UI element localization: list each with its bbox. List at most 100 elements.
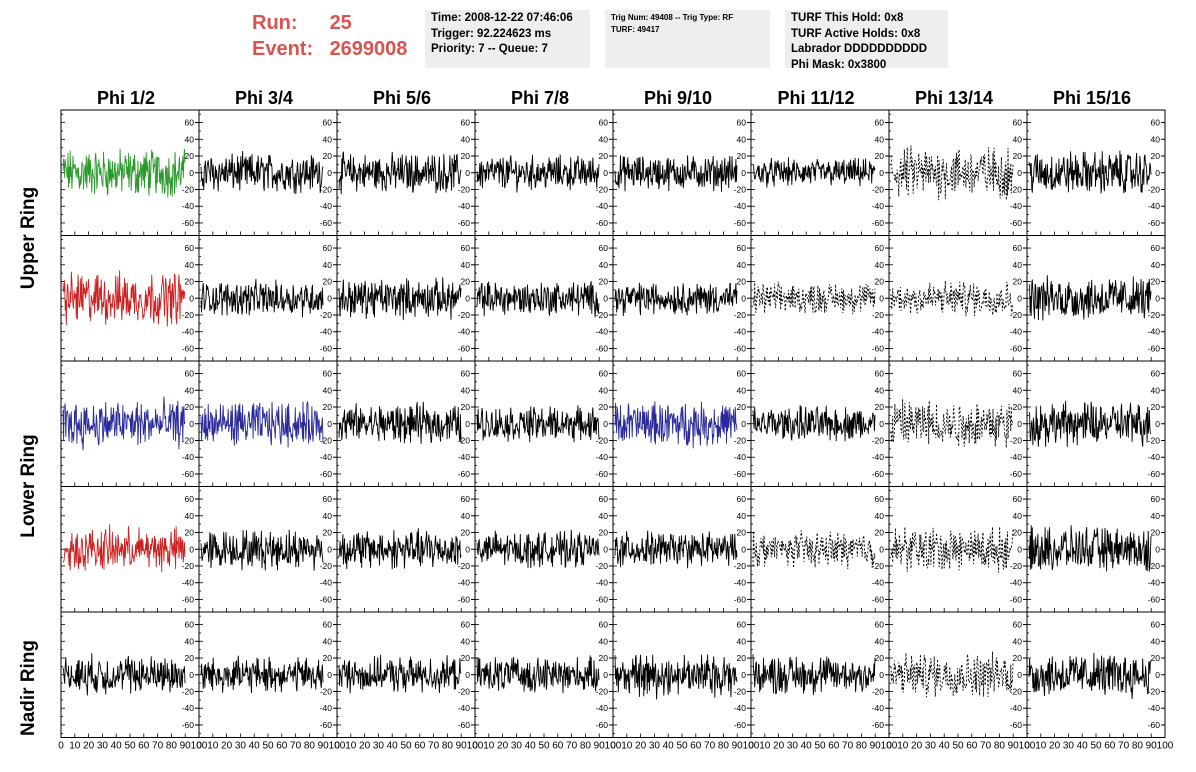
y-tick-label: 60 <box>599 369 609 379</box>
y-tick-label: -20 <box>320 561 333 571</box>
waveform-trace <box>200 655 324 694</box>
y-tick-label: 0 <box>465 670 470 680</box>
y-tick-label: 0 <box>465 419 470 429</box>
waveform-panel: -60 -40 -20 0 20 40 60 <box>750 360 890 487</box>
event-label: Event: <box>252 38 314 60</box>
waveform-trace <box>476 154 600 193</box>
y-tick-label: -20 <box>320 435 333 445</box>
y-tick-label: 40 <box>1151 511 1161 521</box>
y-tick-label: -20 <box>182 435 195 445</box>
x-tick-label: 40 <box>939 741 951 752</box>
y-tick-label: 20 <box>461 653 471 663</box>
y-tick-label: -60 <box>458 218 471 228</box>
x-tick-label: 0 <box>58 741 64 752</box>
y-tick-label: 60 <box>461 243 471 253</box>
waveform-trace <box>200 529 324 571</box>
y-tick-label: -60 <box>596 343 609 353</box>
y-tick-label: 0 <box>1155 544 1160 554</box>
waveform-trace <box>890 145 1014 201</box>
waveform-trace <box>1028 400 1152 447</box>
x-tick-label: 80 <box>580 741 592 752</box>
y-tick-label: -60 <box>320 469 333 479</box>
y-tick-label: -20 <box>458 184 471 194</box>
y-tick-label: 60 <box>185 620 195 630</box>
phi-label-9-10: Phi 9/10 <box>643 88 713 108</box>
y-tick-label: -40 <box>596 703 609 713</box>
x-tick-label: 10 <box>207 741 219 752</box>
y-tick-label: 40 <box>599 134 609 144</box>
y-tick-label: 20 <box>461 528 471 538</box>
waveform-panel: -60 -40 -20 0 20 40 60 <box>474 486 614 613</box>
y-tick-label: -20 <box>734 184 747 194</box>
x-tick-label: 30 <box>787 741 799 752</box>
phi-label-5-6: Phi 5/6 <box>372 88 432 108</box>
x-tick-label: 40 <box>249 741 261 752</box>
waveform-panel: -60 -40 -20 0 20 40 60 <box>750 235 890 362</box>
y-tick-label: -40 <box>734 201 747 211</box>
y-tick-label: -60 <box>458 469 471 479</box>
y-tick-label: -60 <box>1010 343 1023 353</box>
waveform-panel: -60 -40 -20 0 20 40 60 <box>60 360 200 487</box>
x-tick-label: 40 <box>111 741 123 752</box>
x-tick-label: 90 <box>318 741 330 752</box>
y-tick-label: 60 <box>1151 369 1161 379</box>
x-tick-label: 50 <box>814 741 826 752</box>
waveform-panel: -60 -40 -20 0 20 40 60 <box>474 235 614 362</box>
y-tick-label: 0 <box>603 293 608 303</box>
y-tick-label: -40 <box>182 703 195 713</box>
x-tick-label: 0 <box>196 741 202 752</box>
x-tick-label: 10 <box>621 741 633 752</box>
y-tick-label: 60 <box>875 620 885 630</box>
x-tick-label: 20 <box>497 741 509 752</box>
x-tick-label: 40 <box>1077 741 1089 752</box>
y-tick-label: 20 <box>185 402 195 412</box>
y-tick-label: -20 <box>1148 686 1161 696</box>
waveform-panel: -60 -40 -20 0 20 40 60 <box>336 486 476 613</box>
y-tick-label: 0 <box>189 670 194 680</box>
x-tick-label: 50 <box>262 741 274 752</box>
y-tick-label: -60 <box>1148 594 1161 604</box>
y-tick-label: 20 <box>461 151 471 161</box>
waveform-trace <box>614 654 738 700</box>
x-tick-label: 50 <box>400 741 412 752</box>
y-tick-label: -60 <box>734 218 747 228</box>
x-tick-label: 90 <box>1146 741 1158 752</box>
y-tick-label: 40 <box>461 385 471 395</box>
x-tick-label: 80 <box>166 741 178 752</box>
y-tick-label: -60 <box>1148 469 1161 479</box>
x-tick-label: 40 <box>663 741 675 752</box>
y-tick-label: 0 <box>327 293 332 303</box>
y-tick-label: -20 <box>1010 686 1023 696</box>
event-row: Event: 2699008 <box>252 36 407 62</box>
y-tick-label: 60 <box>461 620 471 630</box>
y-tick-label: -60 <box>596 594 609 604</box>
y-tick-label: 20 <box>875 653 885 663</box>
y-tick-label: -20 <box>596 561 609 571</box>
waveform-trace <box>614 401 738 449</box>
y-tick-label: -40 <box>182 578 195 588</box>
y-tick-label: 0 <box>189 293 194 303</box>
x-tick-label: 70 <box>980 741 992 752</box>
x-tick-label: 90 <box>180 741 192 752</box>
y-tick-label: 0 <box>1155 168 1160 178</box>
x-tick-label: 100 <box>1157 741 1174 752</box>
y-tick-label: -20 <box>1148 435 1161 445</box>
x-tick-label: 20 <box>359 741 371 752</box>
x-tick-label: 20 <box>83 741 95 752</box>
waveform-panel: -60 -40 -20 0 20 40 60 <box>1026 109 1166 236</box>
x-tick-label: 0 <box>748 741 754 752</box>
y-tick-label: -20 <box>734 561 747 571</box>
x-tick-label: 50 <box>538 741 550 752</box>
y-tick-label: -40 <box>458 452 471 462</box>
y-tick-label: 60 <box>1013 243 1023 253</box>
y-tick-label: -40 <box>458 327 471 337</box>
waveform-panel: -60 -40 -20 0 20 40 60 <box>888 235 1028 362</box>
y-tick-label: -60 <box>596 720 609 730</box>
waveform-trace <box>62 524 186 573</box>
y-tick-label: 40 <box>1013 134 1023 144</box>
y-tick-label: -40 <box>1148 327 1161 337</box>
